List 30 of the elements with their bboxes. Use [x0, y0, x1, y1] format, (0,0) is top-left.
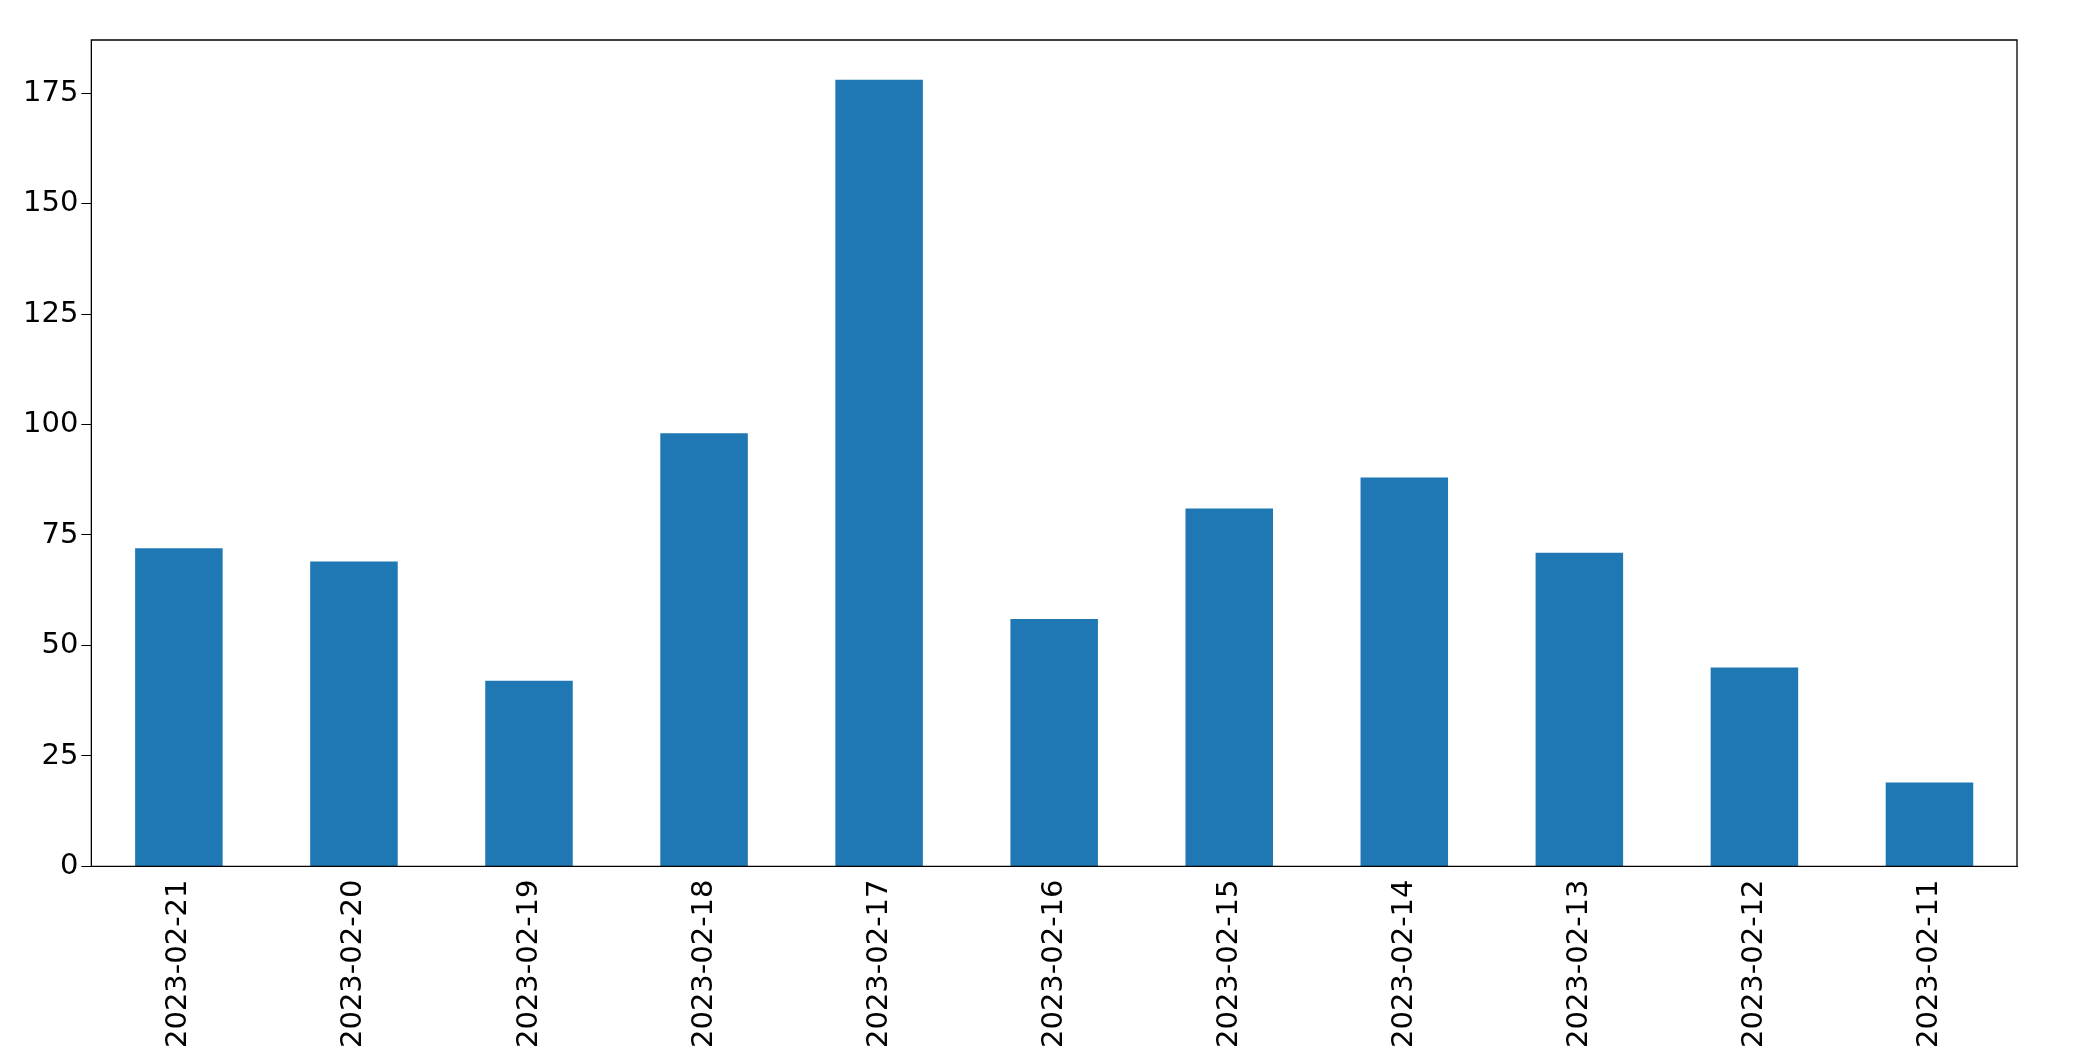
y-tick-label: 100 — [22, 405, 79, 440]
bar — [135, 548, 223, 866]
bar — [1010, 618, 1098, 866]
bar — [1710, 667, 1799, 866]
bar — [1360, 477, 1449, 866]
x-tick-label: 2023-02-17 — [859, 879, 894, 1049]
x-tick-label: 2023-02-16 — [1034, 879, 1069, 1049]
y-tick-label: 25 — [41, 736, 79, 771]
x-tick-label: 2023-02-21 — [159, 879, 194, 1049]
y-tick-label: 75 — [41, 515, 79, 550]
y-tick-label: 0 — [59, 847, 79, 881]
bar — [1535, 552, 1624, 866]
bar — [1885, 782, 1974, 866]
x-tick-label: 2023-02-15 — [1209, 879, 1244, 1049]
bar — [660, 433, 748, 866]
x-tick-label: 2023-02-12 — [1734, 879, 1769, 1049]
x-tick-label: 2023-02-14 — [1384, 879, 1419, 1049]
x-tick-label: 2023-02-11 — [1910, 879, 1944, 1049]
y-tick-label: 125 — [22, 294, 79, 329]
y-tick-label: 175 — [22, 73, 79, 108]
bar — [485, 680, 573, 866]
x-tick-label: 2023-02-13 — [1559, 879, 1594, 1049]
y-tick-label: 150 — [22, 184, 79, 219]
x-tick-label: 2023-02-20 — [334, 879, 369, 1049]
y-tick-label: 50 — [41, 626, 79, 661]
x-tick-label: 2023-02-19 — [509, 879, 544, 1049]
bar — [835, 79, 923, 866]
bar — [1185, 508, 1273, 866]
x-tick-label: 2023-02-18 — [684, 879, 719, 1049]
bar — [310, 561, 398, 866]
